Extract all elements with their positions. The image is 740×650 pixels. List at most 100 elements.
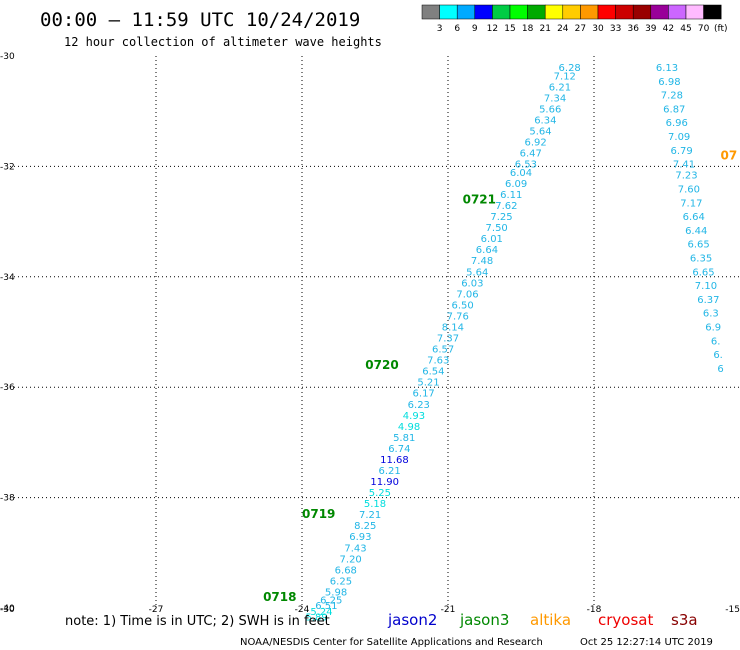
swh-point: 6.: [711, 336, 721, 347]
x-tick-label: -21: [441, 605, 456, 615]
swh-point: 6.: [713, 350, 723, 361]
colorbar-swatch: [685, 4, 704, 20]
x-tick-label: -15: [725, 605, 740, 615]
colorbar-label: 15: [504, 24, 515, 34]
colorbar-label: 18: [522, 24, 534, 34]
colorbar-labels: 3 6 9 12 15 18 21 24 27 30 33 36 39 42 45 70: [437, 24, 710, 34]
colorbar-swatch: [509, 4, 528, 20]
colorbar-swatch: [632, 4, 652, 20]
swh-point: 6.57: [432, 345, 454, 356]
plot-area: -30-32-34-36-38-40-30 -27 -24 -21 -18 -15 6.2…: [0, 52, 740, 623]
swh-point: 5.66: [539, 104, 561, 115]
swh-point: 7.76: [447, 311, 469, 322]
swh-point: 6.87: [663, 104, 685, 115]
swh-point: 6.25: [330, 576, 352, 587]
x-tick-label: -24: [295, 605, 310, 615]
swh-point: 6.09: [505, 179, 527, 190]
swh-point: 6.35: [690, 253, 712, 264]
swh-point: 7.20: [340, 554, 362, 565]
track-b: 6.136.987.286.876.967.096.797.417.237.60…: [656, 63, 724, 375]
swh-point: 6.93: [349, 532, 371, 543]
y-tick-label: -40: [0, 604, 15, 614]
swh-point: 6.23: [408, 400, 430, 411]
swh-point: 6.03: [461, 278, 483, 289]
colorbar-label: 6: [454, 24, 460, 34]
swh-point: 5.81: [393, 433, 415, 444]
satellite-legend-item: jason3: [459, 611, 509, 629]
swh-point: 5.64: [466, 267, 488, 278]
footer-timestamp: Oct 25 12:27:14 UTC 2019: [580, 637, 713, 648]
colorbar-label: 45: [680, 24, 691, 34]
swh-point: 5.24: [310, 607, 332, 618]
footer-credit: NOAA/NESDIS Center for Satellite Applica…: [240, 637, 543, 648]
colorbar-swatch: [439, 4, 458, 20]
y-tick-label: -34: [0, 273, 15, 283]
colorbar-label: 39: [645, 24, 657, 34]
colorbar-swatch: [668, 4, 687, 20]
satellite-legend-item: jason2: [387, 611, 437, 629]
swh-point: 7.60: [678, 184, 700, 195]
swh-point: 7.62: [495, 201, 517, 212]
swh-point: 7.28: [661, 91, 683, 102]
swh-point: 5.18: [364, 499, 386, 510]
colorbar: [421, 4, 722, 20]
colorbar-label: 12: [487, 24, 498, 34]
swh-point: 7.06: [456, 289, 478, 300]
swh-point: 5.89: [305, 612, 327, 623]
colorbar-swatch: [703, 4, 722, 20]
swh-point: 7.23: [675, 171, 697, 182]
axis-tick-labels: -30-32-34-36-38-40-30 -27 -24 -21 -18 -15: [0, 52, 740, 615]
swh-point: 4.98: [398, 422, 420, 433]
swh-point: 6.65: [688, 240, 710, 251]
swh-point: 7.09: [668, 132, 690, 143]
swh-point: 6.64: [476, 245, 498, 256]
colorbar-label: 33: [610, 24, 621, 34]
swh-point: 6.11: [500, 190, 522, 201]
swh-point: 5.25: [369, 488, 391, 499]
colorbar-label: 36: [627, 24, 639, 34]
swh-point: 6.21: [549, 82, 571, 93]
time-labels: 0718 0719 0720 0721 07: [263, 148, 737, 604]
swh-point: 7.41: [673, 160, 695, 171]
swh-point: 6.65: [692, 267, 714, 278]
time-label: 0718: [263, 590, 296, 604]
swh-point: 7.43: [344, 543, 366, 554]
swh-point: 6.79: [670, 146, 692, 157]
swh-point: 6.54: [422, 367, 444, 378]
swh-point: 6: [717, 364, 723, 375]
swh-point: 6.51: [315, 601, 337, 612]
swh-point: 7.50: [486, 223, 508, 234]
y-tick-label: -38: [0, 494, 15, 504]
swh-point: 6.04: [510, 168, 532, 179]
colorbar-label: 3: [437, 24, 443, 34]
swh-point: 6.96: [666, 118, 688, 129]
swh-point: 6.92: [524, 138, 546, 149]
swh-point: 5.64: [529, 127, 551, 138]
y-tick-label: -30: [0, 52, 15, 62]
swh-point: 6.25: [320, 596, 342, 607]
satellite-legend-item: altika: [530, 611, 571, 629]
swh-point: 6.47: [520, 149, 542, 160]
x-tick-label: -18: [587, 605, 602, 615]
swh-point: 6.53: [515, 160, 537, 171]
swh-point: 4.93: [403, 411, 425, 422]
satellite-legend-item: cryosat: [598, 611, 653, 629]
colorbar-label: 27: [575, 24, 586, 34]
time-label: 0720: [365, 358, 398, 372]
swh-point: 6.21: [378, 466, 400, 477]
swh-point: 8.25: [354, 521, 376, 532]
colorbar-unit: (ft): [714, 24, 728, 34]
swh-point: 6.37: [697, 295, 719, 306]
swh-point: 6.74: [388, 444, 410, 455]
colorbar-swatch: [580, 4, 599, 20]
swh-point: 6.50: [451, 300, 473, 311]
time-label: 0719: [302, 507, 335, 521]
track-a: 6.287.126.217.345.666.345.646.926.476.53…: [305, 63, 580, 623]
swh-point: 5.21: [417, 378, 439, 389]
colorbar-swatch: [650, 4, 669, 20]
swh-point: 7.25: [490, 212, 512, 223]
swh-point: 8.14: [442, 322, 464, 333]
time-label: 07: [721, 148, 738, 162]
colorbar-swatch: [562, 4, 581, 20]
